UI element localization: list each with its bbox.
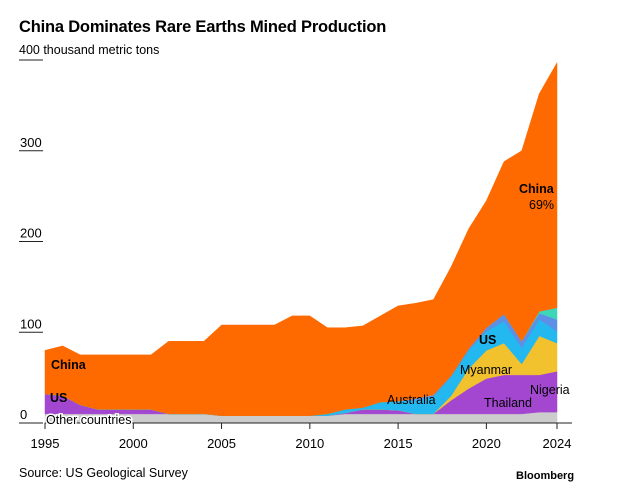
label-thailand-8: Thailand [484, 396, 532, 410]
label-china-2: China [51, 358, 87, 372]
label-china-1: 69% [529, 198, 554, 212]
y-tick-label: 200 [20, 226, 42, 241]
label-other-countries-5: Other countries [46, 413, 131, 427]
y-axis-unit-label: 400 thousand metric tons [19, 43, 160, 57]
x-tick-label: 2020 [472, 436, 501, 451]
x-tick-label: 2015 [384, 436, 413, 451]
x-tick-label: 1995 [31, 436, 60, 451]
area-series-group [44, 61, 558, 424]
y-tick-label: 100 [20, 316, 42, 331]
label-china-0: China [519, 182, 555, 196]
x-axis: 1995 2000 2005 2010 2015 2020 2024 [31, 422, 572, 451]
x-tick-label: 2010 [295, 436, 324, 451]
chart-title: China Dominates Rare Earths Mined Produc… [19, 18, 387, 36]
x-tick-label: 2024 [543, 436, 572, 451]
label-us-3: US [479, 333, 496, 347]
brand-logo: Bloomberg [516, 470, 575, 482]
y-tick-label: 0 [20, 407, 27, 422]
label-australia-6: Australia [387, 393, 436, 407]
y-tick-label: 300 [20, 135, 42, 150]
y-axis-ticks: 0 100 200 300 [19, 59, 43, 424]
source-note: Source: US Geological Survey [19, 466, 188, 480]
series-labels: China 69% China US US Other countries Australi… [45, 182, 570, 429]
label-us-4: US [50, 391, 67, 405]
label-myanmar-7: Myanmar [460, 363, 512, 377]
label-nigeria-9: Nigeria [530, 383, 570, 397]
x-tick-label: 2005 [207, 436, 236, 451]
x-tick-label: 2000 [119, 436, 148, 451]
area-china [44, 61, 558, 416]
